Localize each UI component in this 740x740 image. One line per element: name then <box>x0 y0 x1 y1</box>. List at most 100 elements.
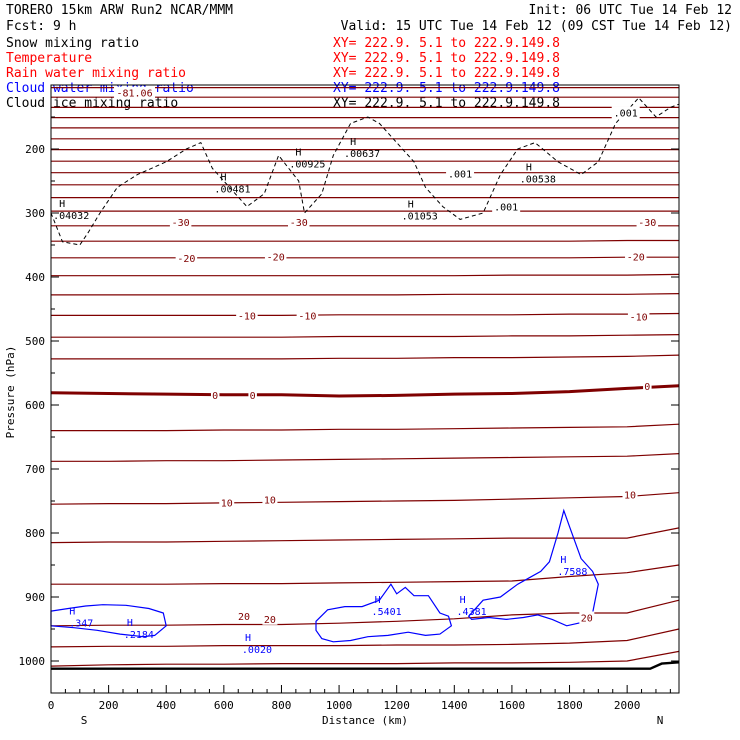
cloud-water-contour <box>467 508 599 627</box>
field-temperature-name: Temperature <box>6 51 92 66</box>
contour-label-background <box>611 106 640 119</box>
contour-label-background <box>625 250 647 263</box>
cloud-water-maximum-value: .7588 <box>557 567 587 578</box>
temperature-isotherm <box>51 423 680 432</box>
contour-label-background <box>114 86 156 99</box>
field-list: Snow mixing ratio XY= 222.9. 5.1 to 222.… <box>6 36 560 111</box>
contour-label-background <box>175 251 198 264</box>
cloud-water-maximum-h-marker: H <box>69 607 75 618</box>
plot-area: -81.06 -30 -30 -30 -20 -20 -20 -10 -10 -10 0 0 0 10 10… <box>19 84 680 712</box>
snow-contour-label: .001 <box>614 109 638 120</box>
contour-label-background <box>219 496 235 509</box>
contour-label-background <box>248 388 257 401</box>
temperature-contour-label: -81.06 <box>116 89 152 100</box>
contour-label-background <box>210 388 220 401</box>
snow-maximum-h-marker: H <box>350 137 356 148</box>
contour-label-background <box>579 611 595 624</box>
temperature-contour-label: -10 <box>298 311 316 322</box>
temperature-contour-label: 10 <box>221 498 233 509</box>
temperature-isotherm <box>51 293 680 296</box>
cloud-water-maximum-h-marker: H <box>460 595 466 606</box>
terrain-line <box>51 661 680 670</box>
contour-label-background <box>262 493 278 506</box>
contour-label-background <box>236 610 252 623</box>
x-axis-ticks: 0 200 400 600 800 1000 1200 1400 1600 1800 2000 <box>48 685 671 712</box>
model-title: TORERO 15km ARW Run2 NCAR/MMM <box>6 3 233 18</box>
snow-contour-label: .001 <box>494 203 518 214</box>
temperature-contour-label: -20 <box>177 254 195 265</box>
field-temperature-range: XY= 222.9. 5.1 to 222.9.149.8 <box>333 51 560 66</box>
init-time: Init: 06 UTC Tue 14 Feb 12 <box>529 3 733 18</box>
y-tick-label: 1000 <box>19 655 46 668</box>
snow-maximum-h-marker: H <box>295 148 301 159</box>
y-tick-label: 200 <box>25 143 45 156</box>
contour-label-background <box>643 379 652 392</box>
temperature-isotherm <box>50 628 680 648</box>
forecast-hour: Fcst: 9 h <box>6 19 76 34</box>
x-tick-label: 400 <box>156 699 176 712</box>
cloud-water-contour <box>50 604 167 638</box>
cloud-water-maximum-value: .0020 <box>242 645 272 656</box>
cloud-water-maximum-value: .347 <box>69 619 93 630</box>
snow-maximum-value: .00481 <box>214 185 250 196</box>
temperature-contour-label: -30 <box>290 218 308 229</box>
contour-label-background <box>636 215 659 228</box>
field-cloud-ice-range: XY= 222.9. 5.1 to 222.9.149.8 <box>333 96 560 111</box>
temperature-contour-label: -20 <box>267 253 285 264</box>
contour-label-background <box>622 488 638 501</box>
cloud-water-maximum-value: .5401 <box>372 607 402 618</box>
temperature-contour-label: 10 <box>264 496 276 507</box>
y-tick-label: 700 <box>25 463 45 476</box>
x-axis-label: Distance (km) <box>322 714 408 727</box>
temperature-isotherm <box>51 256 679 259</box>
field-snow-name: Snow mixing ratio <box>6 36 139 51</box>
snow-maximum-value: .00538 <box>520 174 556 185</box>
left-endpoint-label: S <box>81 714 88 727</box>
temperature-isotherm <box>50 527 680 544</box>
x-tick-label: 200 <box>99 699 119 712</box>
y-tick-label: 900 <box>25 591 45 604</box>
right-endpoint-label: N <box>657 714 664 727</box>
contour-label-background <box>627 310 650 323</box>
y-tick-label: 600 <box>25 399 45 412</box>
temperature-isotherm <box>51 354 680 360</box>
x-tick-label: 600 <box>214 699 234 712</box>
temperature-contour-label: -20 <box>627 253 645 264</box>
contour-label-background <box>169 215 192 228</box>
temperature-contour-label: 10 <box>624 491 636 502</box>
contour-label-background <box>287 215 310 228</box>
cloud-water-maximum-h-marker: H <box>560 555 566 566</box>
y-tick-label: 300 <box>25 207 45 220</box>
temperature-isotherm <box>50 650 680 667</box>
cloud-water-maximum-h-marker: H <box>375 595 381 606</box>
snow-maximum-h-marker: H <box>220 173 226 184</box>
temperature-isotherm <box>51 453 680 462</box>
contour-label-background <box>236 309 258 322</box>
cloud-water-maximum-h-marker: H <box>127 618 133 629</box>
snow-contour-line <box>50 97 680 246</box>
contour-label-background <box>296 309 319 322</box>
snow-mixing-ratio-contours <box>50 97 680 246</box>
temperature-contour-label: 0 <box>212 391 218 402</box>
temperature-contour-label: -30 <box>638 218 656 229</box>
cloud-water-contour <box>315 583 453 643</box>
temperature-contour-label: 20 <box>264 615 276 626</box>
temperature-isotherm <box>51 564 680 585</box>
temperature-isotherm <box>51 239 679 242</box>
snow-maximum-value: .01053 <box>402 212 438 223</box>
x-tick-label: 1000 <box>326 699 353 712</box>
x-tick-label: 2000 <box>614 699 641 712</box>
y-axis-label: Pressure (hPa) <box>4 346 17 439</box>
terrain-surface <box>51 661 680 670</box>
snow-maximum-h-marker: H <box>59 199 65 210</box>
y-tick-label: 500 <box>25 335 45 348</box>
temperature-contour-label: 0 <box>250 391 256 402</box>
valid-time: Valid: 15 UTC Tue 14 Feb 12 (09 CST Tue … <box>341 19 732 34</box>
temperature-isotherm <box>50 599 680 627</box>
temperature-isotherm-zero <box>50 384 680 398</box>
temperature-contour-label: -10 <box>630 313 648 324</box>
temperature-isotherm <box>51 334 680 338</box>
cloud-water-maximum-value: .4381 <box>457 607 487 618</box>
snow-maximum-h-marker: H <box>526 162 532 173</box>
